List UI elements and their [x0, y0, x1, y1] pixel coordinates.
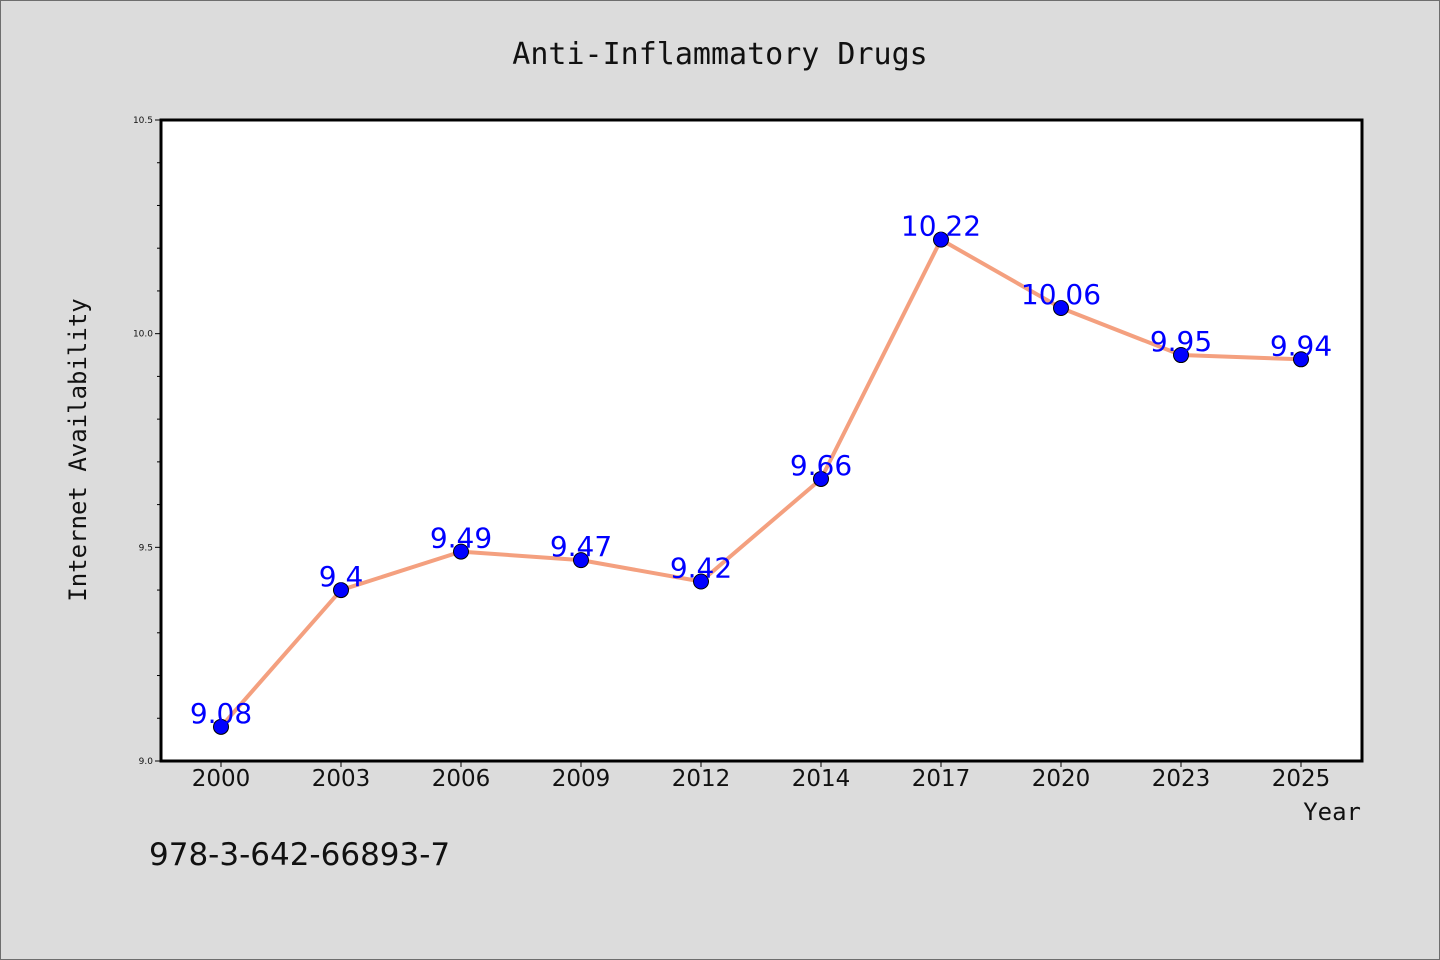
- data-point-marker: [813, 470, 829, 487]
- data-point-marker: [693, 573, 709, 590]
- data-labels: 9.08 9.4 9.49 9.47 9.42 9.66 10.22 10.06 9.95 9.9…: [190, 210, 1332, 730]
- data-label: 9.08: [190, 697, 252, 730]
- y-tick-label: 9.5: [139, 543, 153, 553]
- x-tick-label: 2020: [1032, 766, 1091, 792]
- data-point-marker: [933, 231, 949, 248]
- y-tick-label: 10.0: [133, 330, 153, 340]
- isbn-text: 978-3-642-66893-7: [149, 837, 450, 873]
- x-tick-label: 2006: [432, 766, 491, 792]
- data-label: 10.06: [1021, 278, 1101, 311]
- y-axis-label: Internet Availability: [64, 298, 92, 601]
- data-label: 9.66: [790, 449, 852, 482]
- series-line-group: [219, 237, 1303, 729]
- y-tick-label: 9.0: [139, 757, 154, 767]
- x-tick-label: 2014: [792, 766, 851, 792]
- data-label: 9.4: [319, 560, 364, 593]
- x-tick-label: 2023: [1152, 766, 1211, 792]
- data-markers: [213, 231, 1309, 735]
- plot-area: [159, 118, 1364, 763]
- data-point-marker: [453, 543, 469, 560]
- data-point-marker: [1053, 300, 1069, 317]
- x-tick-label: 2003: [312, 766, 371, 792]
- data-label: 9.49: [430, 522, 492, 555]
- data-point-marker: [1173, 347, 1189, 364]
- x-axis-label: Year: [1303, 798, 1361, 826]
- x-tick-label: 2017: [912, 766, 971, 792]
- x-tick-label: 2012: [672, 766, 731, 792]
- data-label: 9.47: [550, 530, 612, 563]
- y-tick-label: 10.5: [133, 116, 153, 126]
- chart-title: Anti-Inflammatory Drugs: [512, 37, 927, 72]
- series-line: [219, 237, 1303, 729]
- data-label: 10.22: [901, 210, 981, 243]
- data-label: 9.94: [1270, 329, 1332, 362]
- x-tick-label: 2000: [192, 766, 251, 792]
- x-tick-label: 2025: [1272, 766, 1331, 792]
- data-point-marker: [213, 718, 229, 735]
- x-tick-label: 2009: [552, 766, 611, 792]
- data-point-marker: [1293, 351, 1309, 368]
- data-label: 9.42: [670, 552, 732, 585]
- data-point-marker: [573, 552, 589, 569]
- x-axis-ticks: 2000 2003 2006 2009 2012 2014 2017 2020 2023 2025: [192, 761, 1331, 792]
- data-point-marker: [333, 582, 349, 599]
- data-label: 9.95: [1150, 325, 1212, 358]
- y-axis-ticks: 9.0 9.5 10.0 10.5: [133, 116, 161, 767]
